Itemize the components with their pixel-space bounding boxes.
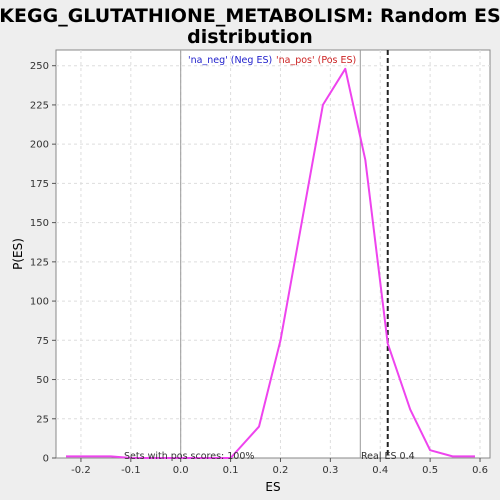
x-tick-label: 0.0 <box>173 465 189 476</box>
y-tick-label: 75 <box>36 336 49 347</box>
chart-title-line1: KEGG_GLUTATHIONE_METABOLISM: Random ES <box>0 5 500 27</box>
y-tick-label: 50 <box>36 375 49 386</box>
y-tick-label: 150 <box>30 218 49 229</box>
es-distribution-line <box>66 67 475 459</box>
chart-title-line2: distribution <box>187 26 313 48</box>
x-tick-label: 0.3 <box>322 465 338 476</box>
x-tick-label: 0.5 <box>422 465 438 476</box>
y-axis-label: P(ES) <box>11 238 25 270</box>
y-tick-label: 125 <box>30 257 49 268</box>
sets-pos-scores-label: Sets with pos scores: 100% <box>124 451 254 462</box>
x-tick-label: 0.1 <box>223 465 239 476</box>
y-tick-label: 175 <box>30 179 49 190</box>
plot-area <box>55 49 491 459</box>
series-layer <box>66 67 475 459</box>
x-tick-label: -0.2 <box>71 465 91 476</box>
y-tick-label: 25 <box>36 414 49 425</box>
x-tick-label: 0.4 <box>372 465 388 476</box>
grid <box>56 50 490 458</box>
x-tick-label: -0.1 <box>121 465 141 476</box>
x-axis: -0.2 -0.1 0.0 0.1 0.2 0.3 0.4 0.5 0.6 <box>71 458 488 476</box>
y-tick-label: 0 <box>43 454 49 465</box>
neg-es-label: 'na_neg' (Neg ES) <box>188 55 272 66</box>
y-tick-label: 100 <box>30 297 49 308</box>
y-axis: 0 25 50 75 100 125 150 175 200 225 250 <box>30 61 56 465</box>
pos-es-label: 'na_pos' (Pos ES) <box>276 55 356 66</box>
y-tick-label: 200 <box>30 140 49 151</box>
real-es-label: Real ES 0.4 <box>361 451 415 462</box>
y-tick-label: 250 <box>30 61 49 72</box>
vertical-markers <box>180 50 389 458</box>
x-tick-label: 0.2 <box>273 465 289 476</box>
x-tick-label: 0.6 <box>472 465 488 476</box>
y-tick-label: 225 <box>30 100 49 111</box>
x-axis-label: ES <box>265 480 280 494</box>
